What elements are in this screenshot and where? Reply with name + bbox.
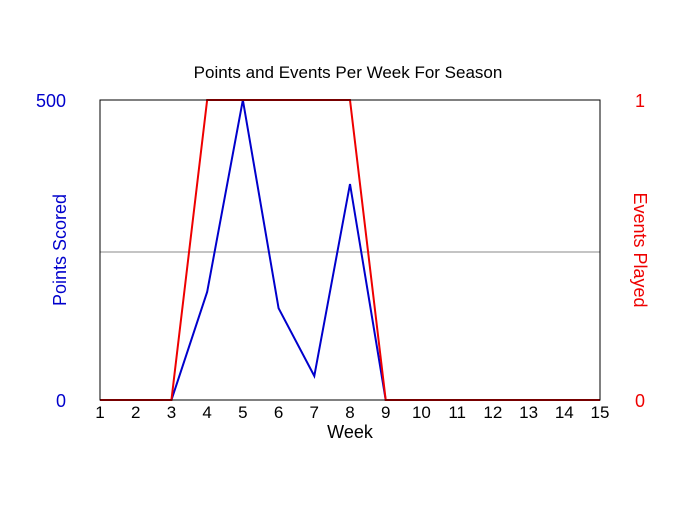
x-tick-label: 15 <box>591 403 610 422</box>
x-tick-label: 10 <box>412 403 431 422</box>
y-right-tick-label: 0 <box>635 391 645 411</box>
x-tick-label: 2 <box>131 403 140 422</box>
y-left-tick-label: 0 <box>56 391 66 411</box>
x-tick-label: 11 <box>448 403 466 422</box>
x-tick-labels: 1 2 3 4 5 6 7 8 9 10 11 12 13 14 15 <box>95 403 609 422</box>
plot-frame <box>99 99 601 401</box>
x-tick-label: 13 <box>519 403 538 422</box>
y-left-axis-label: Points Scored <box>50 194 70 306</box>
x-tick-label: 4 <box>202 403 211 422</box>
x-tick-label: 9 <box>381 403 390 422</box>
y-right-tick-label: 1 <box>635 91 645 111</box>
chart-title: Points and Events Per Week For Season <box>194 63 503 82</box>
x-tick-label: 7 <box>310 403 319 422</box>
x-tick-label: 5 <box>238 403 247 422</box>
y-right-tick-labels: 01 <box>635 91 645 411</box>
x-tick-label: 6 <box>274 403 283 422</box>
x-axis-label: Week <box>327 422 374 442</box>
x-tick-label: 14 <box>555 403 574 422</box>
x-tick-label: 8 <box>345 403 354 422</box>
y-left-tick-label: 500 <box>36 91 66 111</box>
y-left-tick-labels: 0 500 <box>36 91 66 411</box>
x-tick-label: 12 <box>483 403 502 422</box>
y-right-axis-label: Events Played <box>630 192 650 307</box>
x-tick-label: 1 <box>95 403 104 422</box>
x-tick-label: 3 <box>167 403 176 422</box>
